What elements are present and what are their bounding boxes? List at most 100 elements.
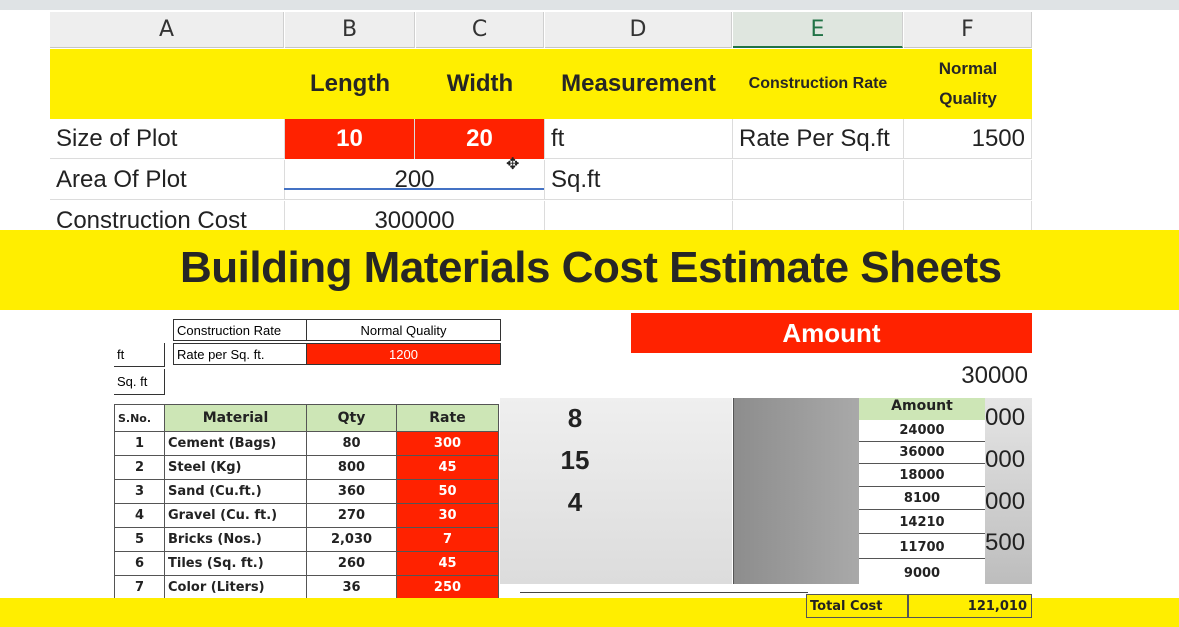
header-rate[interactable]: Rate	[396, 404, 499, 432]
header-length[interactable]: Length	[310, 70, 390, 97]
header-measurement[interactable]: Measurement	[561, 70, 716, 97]
row-material[interactable]: Steel (Kg)	[164, 455, 307, 480]
header-normal-quality[interactable]: Normal Quality	[904, 49, 1032, 119]
row-rate[interactable]: 7	[396, 527, 499, 552]
header-width[interactable]: Width	[446, 70, 514, 97]
cell-area-unit[interactable]: Sq.ft	[545, 160, 733, 200]
table-row: 7 Color (Liters) 36 250	[114, 575, 499, 600]
row-qty[interactable]: 360	[306, 479, 397, 504]
amount-cell[interactable]: 18000	[859, 465, 985, 487]
cursor-cross-icon: ✥	[506, 156, 520, 173]
row-rate[interactable]: 250	[396, 575, 499, 600]
small-rate-per-sqft-label[interactable]: Rate per Sq. ft.	[173, 343, 307, 365]
row-qty[interactable]: 260	[306, 551, 397, 576]
header-sno[interactable]: S.No.	[114, 404, 165, 432]
row-material[interactable]: Color (Liters)	[164, 575, 307, 600]
partial-amount: 500	[985, 529, 1026, 556]
overlay-panel-dark	[733, 398, 859, 584]
row-no[interactable]: 3	[114, 479, 165, 504]
table-row: 4 Gravel (Cu. ft.) 270 30	[114, 503, 499, 528]
row-material[interactable]: Gravel (Cu. ft.)	[164, 503, 307, 528]
materials-table: S.No. Material Qty Rate 1 Cement (Bags) …	[114, 404, 499, 600]
row-rate[interactable]: 45	[396, 455, 499, 480]
amount-cell[interactable]: 11700	[859, 537, 985, 559]
total-cost-label[interactable]: Total Cost	[806, 594, 908, 618]
row-rate[interactable]: 300	[396, 431, 499, 456]
cell-rate-value[interactable]: 1500	[904, 119, 1032, 159]
small-ft[interactable]: ft	[114, 343, 165, 367]
header-qty[interactable]: Qty	[306, 404, 397, 432]
table-row: 2 Steel (Kg) 800 45	[114, 455, 499, 480]
row-no[interactable]: 6	[114, 551, 165, 576]
cell-area-label[interactable]: Area Of Plot	[50, 160, 285, 200]
row-qty[interactable]: 270	[306, 503, 397, 528]
amount-header[interactable]: Amount	[631, 313, 1032, 353]
cell-empty-e4[interactable]	[733, 201, 904, 241]
amount-column: Amount 24000 36000 18000 8100 14210 1170…	[859, 398, 985, 584]
cell-size-unit[interactable]: ft	[545, 119, 733, 159]
small-normal-quality[interactable]: Normal Quality	[306, 319, 501, 341]
spreadsheet-top: A B C D E F Length Width Measurement Con…	[50, 10, 1032, 241]
small-construction-rate[interactable]: Construction Rate	[173, 319, 307, 341]
cell-rate-label[interactable]: Rate Per Sq.ft	[733, 119, 904, 159]
amount-column-header[interactable]: Amount	[859, 398, 985, 420]
amount-cell[interactable]: 8100	[859, 488, 985, 510]
row-material[interactable]: Bricks (Nos.)	[164, 527, 307, 552]
cell-empty-d4[interactable]	[545, 201, 733, 241]
amount-cell[interactable]: 9000	[903, 565, 941, 581]
row-material[interactable]: Tiles (Sq. ft.)	[164, 551, 307, 576]
row-qty[interactable]: 2,030	[306, 527, 397, 552]
cell-construction-cost-label[interactable]: Construction Cost	[50, 201, 285, 241]
amount-cell[interactable]: 14210	[859, 512, 985, 534]
amount-cell[interactable]: 24000	[859, 420, 985, 442]
row-no[interactable]: 5	[114, 527, 165, 552]
row-rate[interactable]: 45	[396, 551, 499, 576]
amount-cell[interactable]: 36000	[859, 442, 985, 464]
banner-title: Building Materials Cost Estimate Sheets	[180, 243, 1002, 292]
cell-empty-f3[interactable]	[904, 160, 1032, 200]
row-area-of-plot: Area Of Plot 200 Sq.ft	[50, 160, 1032, 200]
cell-empty-e3[interactable]	[733, 160, 904, 200]
row-rate[interactable]: 50	[396, 479, 499, 504]
materials-header-row: S.No. Material Qty Rate	[114, 404, 499, 432]
total-cost-value[interactable]: 121,010	[908, 594, 1032, 618]
row-material[interactable]: Sand (Cu.ft.)	[164, 479, 307, 504]
amount-value[interactable]: 30000	[961, 362, 1028, 389]
partial-amount: 000	[985, 488, 1026, 515]
small-sqft[interactable]: Sq. ft	[114, 369, 165, 395]
row-rate[interactable]: 30	[396, 503, 499, 528]
column-header-f[interactable]: F	[904, 12, 1032, 48]
header-row	[50, 49, 1032, 119]
overlay-panel-grey	[500, 398, 732, 584]
header-construction-rate[interactable]: Construction Rate	[748, 75, 888, 92]
title-banner: Building Materials Cost Estimate Sheets	[0, 230, 1179, 310]
row-no[interactable]: 7	[114, 575, 165, 600]
column-header-d[interactable]: D	[545, 12, 732, 48]
column-header-a[interactable]: A	[50, 12, 284, 48]
row-no[interactable]: 1	[114, 431, 165, 456]
row-material[interactable]: Cement (Bags)	[164, 431, 307, 456]
partial-amount: 000	[985, 446, 1026, 473]
table-row: 6 Tiles (Sq. ft.) 260 45	[114, 551, 499, 576]
small-rate-per-sqft-value[interactable]: 1200	[306, 343, 501, 365]
cell-empty-f4[interactable]	[904, 201, 1032, 241]
header-material[interactable]: Material	[164, 404, 307, 432]
overlay-panel-right	[985, 398, 1032, 584]
row-construction-cost: Construction Cost 300000	[50, 201, 1032, 241]
header-normal: Normal	[938, 59, 998, 78]
window-top-bar	[0, 0, 1179, 10]
cell-construction-cost-value[interactable]: 300000	[285, 201, 545, 241]
cell-width-value[interactable]: 20	[415, 119, 545, 159]
cell-size-of-plot-label[interactable]: Size of Plot	[50, 119, 285, 159]
column-header-b[interactable]: B	[285, 12, 415, 48]
column-header-c[interactable]: C	[416, 12, 544, 48]
row-qty[interactable]: 80	[306, 431, 397, 456]
row-qty[interactable]: 800	[306, 455, 397, 480]
table-row: 3 Sand (Cu.ft.) 360 50	[114, 479, 499, 504]
row-qty[interactable]: 36	[306, 575, 397, 600]
row-no[interactable]: 2	[114, 455, 165, 480]
row-no[interactable]: 4	[114, 503, 165, 528]
row-size-of-plot: Size of Plot 10 20 ft Rate Per Sq.ft 150…	[50, 119, 1032, 159]
column-header-e[interactable]: E	[733, 12, 903, 48]
cell-length-value[interactable]: 10	[285, 119, 415, 159]
